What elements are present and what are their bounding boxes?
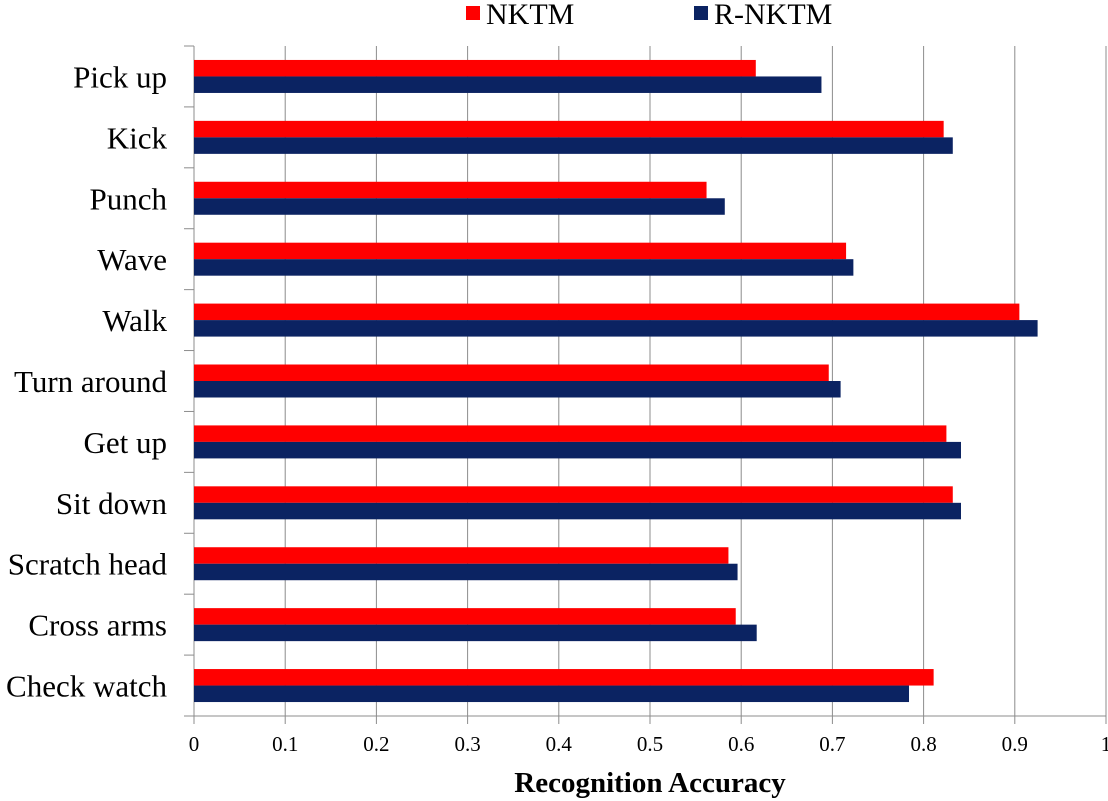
bar-nktm-punch (194, 181, 707, 199)
legend-label-nktm: NKTM (486, 0, 574, 31)
bar-r-nktm-get-up (194, 441, 961, 459)
legend-swatch-r-nktm (694, 6, 708, 20)
bar-nktm-cross-arms (194, 608, 736, 625)
x-tick-label: 0.9 (1002, 732, 1028, 756)
bar-r-nktm-pick-up (194, 76, 822, 93)
x-axis-title: Recognition Accuracy (514, 767, 786, 799)
bar-nktm-sit-down (194, 486, 953, 503)
bar-r-nktm-wave (194, 259, 854, 276)
x-tick-label: 0.2 (363, 732, 389, 756)
category-label: Pick up (73, 59, 167, 94)
bar-nktm-scratch-head (194, 547, 729, 564)
bar-r-nktm-check-watch (194, 685, 910, 703)
category-label: Get up (83, 425, 167, 460)
x-tick-label: 0 (189, 732, 200, 756)
legend-swatch-nktm (466, 6, 480, 20)
x-tick-label: 0.5 (637, 732, 663, 756)
x-tick-label: 0.4 (546, 732, 573, 756)
category-label: Punch (90, 181, 168, 216)
x-tick-labels: 0 0.1 0.2 0.3 0.4 0.5 0.6 0.7 0.8 0.9 1 (189, 732, 1108, 756)
bar-r-nktm-walk (194, 320, 1038, 337)
category-label: Check watch (6, 669, 167, 704)
x-tick-label: 1 (1101, 732, 1108, 756)
x-tick-label: 0.7 (819, 732, 845, 756)
legend-label-r-nktm: R-NKTM (714, 0, 832, 31)
category-label: Kick (107, 120, 168, 155)
bar-nktm-pick-up (194, 59, 756, 77)
category-label: Wave (97, 242, 167, 277)
bar-r-nktm-punch (194, 198, 725, 215)
category-label: Sit down (56, 486, 168, 521)
bar-r-nktm-cross-arms (194, 624, 757, 642)
bars (194, 59, 1038, 703)
category-label: Cross arms (28, 608, 167, 643)
x-tick-label: 0.8 (910, 732, 936, 756)
category-labels: Pick up Kick Punch Wave Walk Turn around Get u… (6, 59, 167, 703)
bar-r-nktm-scratch-head (194, 563, 738, 581)
bar-nktm-check-watch (194, 669, 934, 686)
bar-nktm-turn-around (194, 364, 829, 381)
bar-nktm-wave (194, 242, 847, 260)
category-label: Walk (102, 303, 167, 338)
bar-r-nktm-sit-down (194, 502, 961, 520)
x-tick-label: 0.1 (272, 732, 298, 756)
category-label: Turn around (14, 364, 168, 399)
bar-r-nktm-kick (194, 137, 953, 154)
bar-r-nktm-turn-around (194, 381, 841, 398)
legend: NKTM R-NKTM (466, 0, 832, 31)
x-tick-label: 0.6 (728, 732, 754, 756)
bar-nktm-walk (194, 303, 1020, 321)
category-label: Scratch head (8, 547, 168, 582)
x-tick-label: 0.3 (454, 732, 480, 756)
bar-nktm-get-up (194, 425, 947, 442)
bar-nktm-kick (194, 120, 944, 138)
